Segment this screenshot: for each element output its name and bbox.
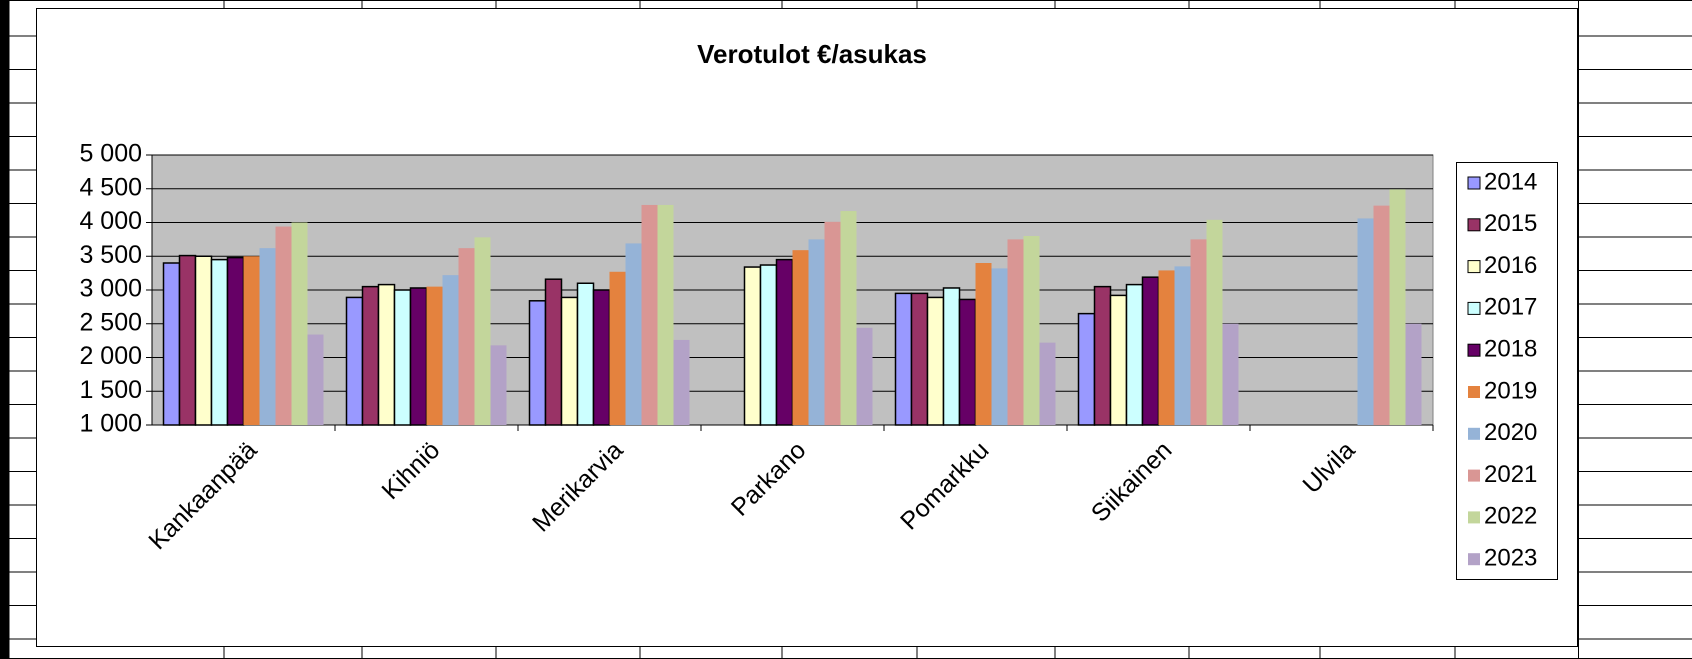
bar (490, 345, 507, 425)
bar (361, 285, 380, 426)
bar (1222, 323, 1239, 425)
legend-swatch (1467, 260, 1481, 274)
bar (910, 292, 929, 426)
bar (625, 243, 642, 425)
bar (1373, 205, 1390, 425)
sheet-border (0, 0, 10, 659)
bar (377, 283, 396, 426)
bar (1125, 283, 1144, 426)
bar (894, 292, 913, 426)
legend-swatch (1468, 469, 1480, 482)
legend-label: 2022 (1484, 503, 1537, 530)
legend-swatch (1468, 553, 1480, 566)
bar (775, 258, 794, 426)
y-tick-label: 2 500 (79, 308, 142, 336)
bar (194, 255, 213, 426)
legend-label: 2018 (1484, 336, 1537, 363)
bar (1093, 285, 1112, 426)
bar (576, 282, 595, 426)
legend-label: 2019 (1484, 377, 1537, 404)
bar (1077, 312, 1096, 426)
bar (1141, 276, 1160, 426)
bar (528, 300, 547, 426)
bar (1190, 239, 1207, 425)
legend (1456, 162, 1558, 580)
bar (275, 226, 292, 425)
y-tick-label: 1 500 (79, 376, 142, 404)
legend-swatch (1468, 427, 1480, 440)
bar (673, 339, 690, 425)
bar (926, 296, 945, 426)
bar (442, 275, 459, 425)
bar (1158, 270, 1175, 425)
y-tick-label: 1 000 (79, 410, 142, 438)
bar (840, 211, 857, 425)
bar (1389, 189, 1406, 425)
bar (210, 258, 229, 426)
legend-swatch (1467, 343, 1481, 357)
bar (958, 298, 977, 426)
bar (942, 287, 961, 426)
bar (1405, 323, 1422, 425)
bar (975, 263, 992, 425)
bar (792, 250, 809, 425)
bar (178, 254, 197, 426)
legend-swatch (1467, 176, 1481, 190)
y-tick-label: 3 500 (79, 241, 142, 269)
bar (743, 266, 762, 426)
bar (426, 286, 443, 425)
legend-label: 2020 (1484, 419, 1537, 446)
bar (458, 248, 475, 425)
y-tick-label: 3 000 (79, 275, 142, 303)
legend-swatch (1467, 218, 1481, 232)
bar (1357, 218, 1374, 425)
chart-title: Verotulot €/asukas (697, 39, 927, 69)
bar (1039, 342, 1056, 425)
bar (759, 264, 778, 426)
bar (641, 204, 658, 425)
y-tick-label: 4 000 (79, 207, 142, 235)
bar (991, 268, 1008, 425)
bar (393, 289, 412, 426)
bar (1174, 266, 1191, 425)
bar (808, 239, 825, 425)
y-tick-label: 5 000 (79, 140, 142, 168)
bar (409, 287, 428, 426)
legend-label: 2023 (1484, 545, 1537, 572)
bar (824, 221, 841, 425)
y-tick-label: 4 500 (79, 173, 142, 201)
y-tick-label: 2 000 (79, 342, 142, 370)
bar (345, 296, 364, 426)
legend-swatch (1468, 511, 1480, 524)
bar (609, 271, 626, 425)
bar (1007, 239, 1024, 425)
bar (291, 222, 308, 425)
bar (243, 256, 260, 425)
bar (162, 262, 181, 426)
bar (560, 296, 579, 426)
legend-label: 2015 (1484, 210, 1537, 237)
legend-swatch (1467, 301, 1481, 315)
bar (657, 204, 674, 425)
bar (1109, 294, 1128, 426)
bar (856, 327, 873, 425)
bar (259, 248, 276, 425)
bar (1023, 236, 1040, 425)
legend-label: 2016 (1484, 252, 1537, 279)
legend-swatch (1468, 386, 1480, 398)
bar (474, 237, 491, 425)
legend-label: 2014 (1484, 168, 1537, 195)
bar (1206, 219, 1223, 425)
bar (592, 289, 611, 426)
bar (307, 334, 324, 425)
bar (226, 256, 245, 426)
legend-label: 2021 (1484, 461, 1537, 488)
legend-label: 2017 (1484, 294, 1537, 321)
bar (544, 278, 563, 426)
